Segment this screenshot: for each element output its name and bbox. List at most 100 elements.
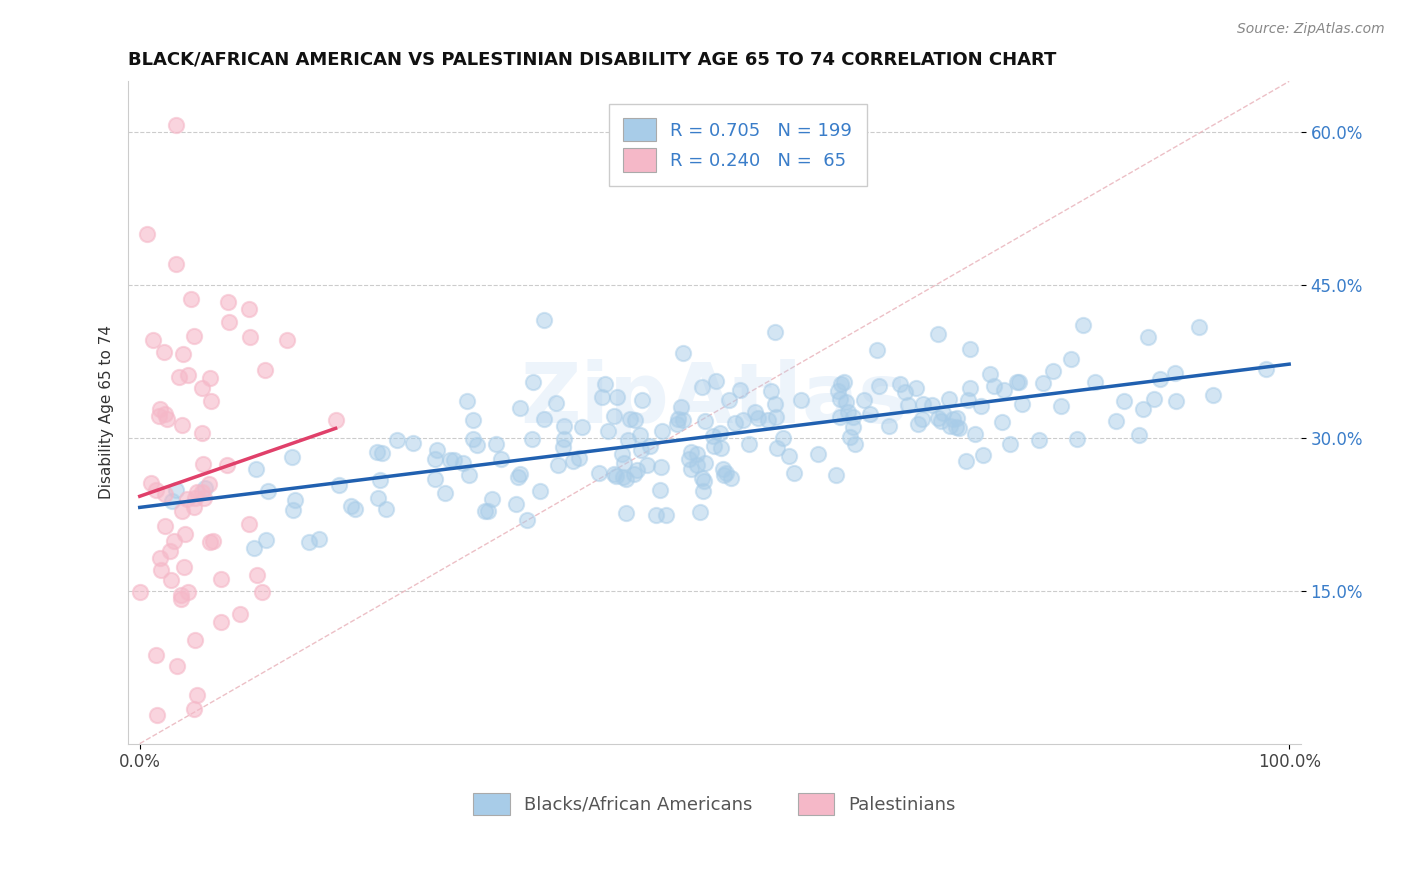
Point <box>630 443 652 458</box>
Point <box>1084 376 1107 390</box>
Point <box>1008 375 1031 389</box>
Point <box>456 393 478 408</box>
Point <box>619 412 641 426</box>
Point <box>979 368 1001 382</box>
Point <box>744 404 766 418</box>
Point <box>714 466 737 480</box>
Point <box>692 380 714 394</box>
Point <box>561 454 583 468</box>
Point <box>1136 329 1159 343</box>
Point <box>571 419 593 434</box>
Point <box>194 481 217 495</box>
Point <box>824 468 846 483</box>
Point <box>938 392 960 407</box>
Point <box>170 588 193 602</box>
Point <box>598 424 620 438</box>
Point <box>198 370 221 384</box>
Point <box>145 648 167 663</box>
Point <box>298 534 321 549</box>
Point <box>426 442 449 457</box>
Point <box>759 384 782 398</box>
Point <box>606 390 628 404</box>
Point <box>612 457 634 471</box>
Point <box>665 417 688 432</box>
Point <box>1042 364 1064 378</box>
Point <box>387 434 409 448</box>
Point <box>946 411 969 425</box>
Point <box>402 435 425 450</box>
Point <box>710 441 733 455</box>
Point <box>176 491 198 506</box>
Point <box>366 445 388 459</box>
Point <box>703 440 725 454</box>
Point <box>477 504 499 518</box>
Point <box>704 374 727 388</box>
Point <box>720 471 742 485</box>
Point <box>308 532 330 546</box>
Point <box>835 394 858 409</box>
Point <box>666 411 689 425</box>
Point <box>491 452 513 467</box>
Point <box>1164 366 1187 380</box>
Point <box>343 502 366 516</box>
Point <box>149 551 172 566</box>
Point <box>165 483 187 497</box>
Point <box>173 560 195 574</box>
Point <box>242 541 264 556</box>
Point <box>669 401 692 415</box>
Point <box>905 381 928 395</box>
Point <box>281 503 304 517</box>
Point <box>186 485 208 500</box>
Point <box>651 424 673 438</box>
Point <box>184 491 207 505</box>
Point <box>747 410 769 425</box>
Point <box>636 458 658 472</box>
Point <box>167 370 190 384</box>
Point <box>842 420 865 434</box>
Point <box>626 463 648 477</box>
Point <box>605 468 627 483</box>
Point <box>546 395 568 409</box>
Point <box>709 425 731 440</box>
Point <box>215 458 238 472</box>
Point <box>830 376 852 391</box>
Point <box>1164 393 1187 408</box>
Point <box>789 392 811 407</box>
Point <box>509 401 531 415</box>
Point <box>911 412 934 426</box>
Point <box>894 384 917 399</box>
Point <box>371 446 394 460</box>
Point <box>685 458 707 472</box>
Point <box>568 450 591 465</box>
Point <box>173 527 195 541</box>
Point <box>945 420 967 434</box>
Point <box>921 398 943 412</box>
Point <box>718 392 741 407</box>
Point <box>193 491 215 505</box>
Point <box>153 487 176 501</box>
Point <box>176 585 198 599</box>
Point <box>238 330 260 344</box>
Point <box>1112 394 1135 409</box>
Point <box>198 477 221 491</box>
Point <box>165 258 187 272</box>
Point <box>551 440 574 454</box>
Point <box>614 506 637 520</box>
Point <box>1060 352 1083 367</box>
Point <box>713 467 735 482</box>
Point <box>481 492 503 507</box>
Point <box>553 432 575 446</box>
Point <box>160 574 183 588</box>
Point <box>183 329 205 343</box>
Point <box>180 293 202 307</box>
Point <box>229 607 252 621</box>
Point <box>938 419 960 434</box>
Point <box>155 407 177 421</box>
Point <box>183 702 205 716</box>
Point <box>246 567 269 582</box>
Point <box>866 343 889 358</box>
Point <box>177 368 200 382</box>
Point <box>1128 427 1150 442</box>
Point <box>942 412 965 426</box>
Point <box>163 534 186 549</box>
